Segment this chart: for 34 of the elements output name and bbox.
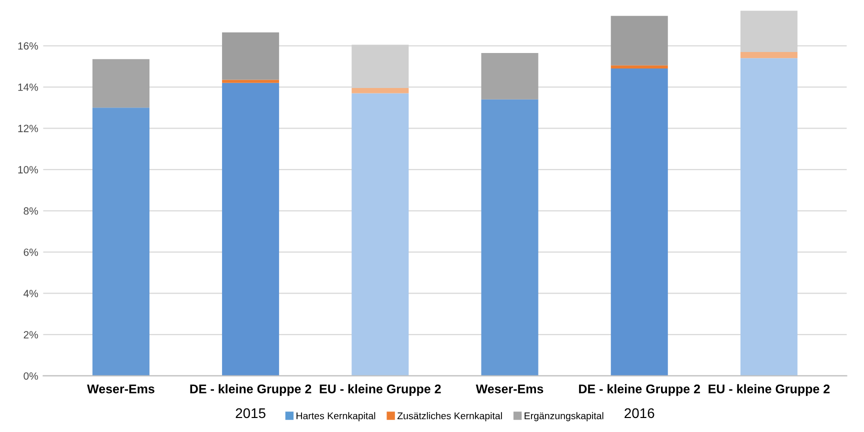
y-tick-label: 4%: [24, 290, 38, 298]
y-tick-label: 14%: [18, 84, 38, 91]
x-tick-label: DE - kleine Gruppe 2: [190, 384, 312, 396]
bar: [222, 32, 280, 80]
x-tick-label: EU - kleine Gruppe 2: [320, 384, 441, 396]
bar: [610, 16, 668, 66]
bar: [740, 52, 798, 58]
y-tick-label: 8%: [24, 207, 38, 215]
x-tick-label: DE - kleine Gruppe 2: [579, 384, 700, 396]
x-tick-label: Weser-Ems: [87, 384, 154, 394]
legend-label: Hartes Kernkapital: [296, 412, 376, 422]
bar: [481, 99, 538, 376]
x-tick-label: Weser-Ems: [476, 384, 544, 394]
bar: [92, 59, 150, 108]
x-tick-label: EU - kleine Gruppe 2: [708, 384, 830, 396]
bar: [740, 58, 798, 376]
bar: [222, 82, 280, 376]
text: 2015: [236, 408, 266, 418]
y-tick-label: 6%: [24, 248, 38, 256]
y-tick-label: 0%: [24, 372, 38, 380]
y-tick-label: 16%: [18, 42, 38, 50]
y-tick-label: 12%: [18, 124, 38, 132]
y-tick-label: 2%: [24, 331, 38, 338]
legend-label: Ergänzungskapital: [524, 412, 604, 422]
bar: [352, 93, 409, 376]
bar: [481, 52, 538, 100]
bar: [92, 108, 150, 376]
bar: [222, 80, 280, 83]
bar: [610, 65, 668, 68]
bar: [610, 68, 668, 376]
y-tick-label: 10%: [18, 166, 38, 174]
text: 2016: [624, 408, 654, 418]
legend-label: Zusätzliches Kernkapital: [397, 412, 502, 422]
bar: [352, 88, 409, 94]
